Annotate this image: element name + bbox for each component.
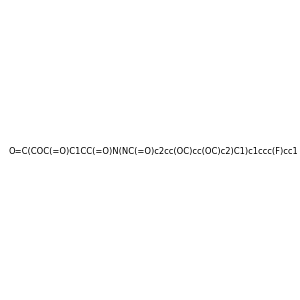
Text: O=C(COC(=O)C1CC(=O)N(NC(=O)c2cc(OC)cc(OC)c2)C1)c1ccc(F)cc1: O=C(COC(=O)C1CC(=O)N(NC(=O)c2cc(OC)cc(OC… [9,147,298,156]
